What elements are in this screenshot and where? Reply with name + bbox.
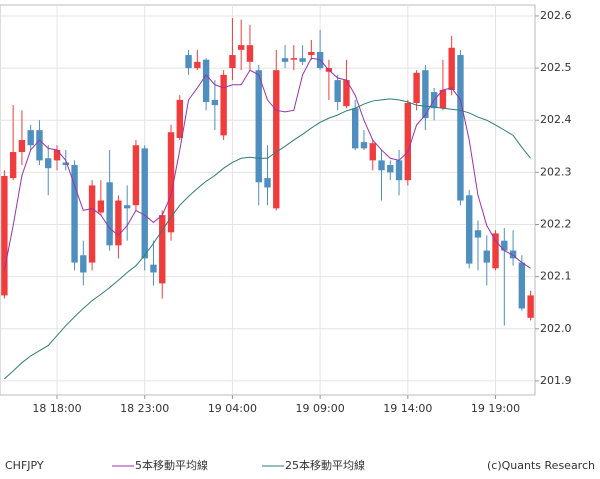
candle-body (264, 178, 271, 188)
candle-body (352, 108, 359, 149)
candle-body (237, 45, 245, 50)
legend-label: 5本移動平均線 (135, 458, 208, 472)
symbol-label: CHFJPY (5, 459, 44, 472)
candle-body (378, 160, 385, 171)
candle-body (501, 240, 508, 251)
candle-body (159, 215, 166, 284)
y-tick-label: 202.5 (540, 61, 572, 74)
candle-body (106, 182, 113, 246)
candle-body (246, 45, 254, 62)
y-tick-label: 201.9 (540, 374, 572, 387)
candle-body (115, 200, 122, 246)
y-tick-label: 202.3 (540, 165, 572, 178)
credit: (c)Quants Research (487, 459, 595, 472)
candle-body (474, 230, 482, 238)
candle-body (387, 165, 394, 173)
candle-body (53, 149, 61, 161)
candle-body (27, 130, 34, 146)
candle-body (194, 61, 201, 69)
candle-body (220, 74, 227, 136)
candle-body (185, 55, 192, 69)
x-tick-label: 19 19:00 (471, 402, 520, 415)
y-tick-label: 202.4 (540, 113, 572, 126)
candle-body (9, 152, 17, 179)
candle-body (273, 70, 280, 209)
legend-label: 25本移動平均線 (285, 458, 365, 472)
candle-body (404, 103, 412, 181)
ma-line (3, 57, 531, 271)
candle-body (255, 70, 262, 183)
candle-body (439, 89, 447, 109)
y-tick-label: 202.2 (540, 218, 572, 231)
candle-body (80, 255, 87, 273)
candle-body (45, 158, 52, 169)
candle-body (167, 132, 175, 233)
y-tick-label: 202.0 (540, 322, 572, 335)
candle-body (281, 58, 289, 62)
candle-body (448, 47, 455, 90)
candle-body (211, 99, 219, 106)
candle-body (132, 145, 140, 206)
candle-body (360, 142, 368, 149)
candle-body (413, 72, 420, 104)
x-tick-label: 18 23:00 (120, 402, 169, 415)
x-tick-label: 19 04:00 (208, 402, 257, 415)
candle-body (369, 143, 376, 161)
candle-body (18, 140, 26, 153)
candle-body (483, 250, 490, 263)
candle-body (299, 58, 306, 62)
candle-body (518, 262, 526, 309)
candle-body (343, 80, 350, 107)
candle-body (176, 99, 183, 138)
candle-body (141, 148, 148, 259)
candle-body (62, 162, 69, 166)
candle-body (97, 200, 105, 213)
candle-body (36, 130, 43, 161)
x-tick-label: 19 09:00 (296, 402, 345, 415)
candle-body (395, 160, 403, 181)
candle-body (229, 55, 236, 69)
candle-body (509, 250, 517, 259)
y-tick-label: 202.1 (540, 270, 572, 283)
candle-body (123, 205, 131, 209)
x-tick-label: 19 14:00 (383, 402, 432, 415)
candle-body (88, 185, 96, 263)
candle-body (150, 264, 157, 273)
candle-body (457, 55, 464, 201)
ma-line (4, 98, 532, 380)
candle-body (334, 80, 341, 102)
y-tick-label: 202.6 (540, 9, 572, 22)
candle-body (422, 70, 429, 119)
candle-body (527, 295, 534, 318)
candle-body (71, 165, 78, 263)
candle-body (492, 233, 499, 269)
candle-body (466, 195, 473, 264)
candle-body (290, 58, 298, 60)
x-tick-label: 18 18:00 (32, 402, 81, 415)
candle-body (308, 51, 315, 56)
candle-body (202, 59, 210, 102)
candle-body (1, 176, 8, 296)
